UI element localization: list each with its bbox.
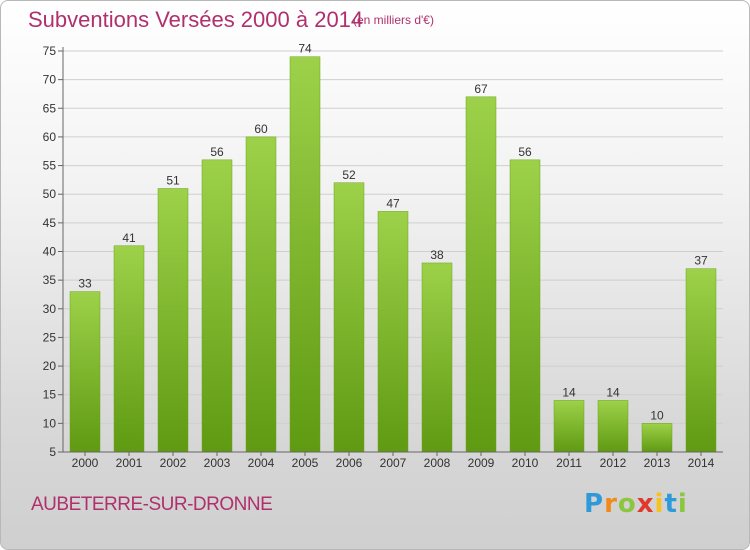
bar-value-label: 67 [474, 82, 488, 96]
logo-letter: o [617, 489, 637, 519]
y-tick-label: 40 [43, 245, 57, 259]
y-tick-label: 75 [43, 44, 57, 58]
bar-value-label: 41 [122, 231, 136, 245]
bar [465, 96, 497, 453]
y-tick-label: 70 [43, 73, 57, 87]
x-tick-label: 2005 [292, 456, 319, 470]
chart-title: Subventions Versées 2000 à 2014 [28, 7, 364, 32]
y-tick-label: 50 [43, 187, 57, 201]
proxiti-logo: Proxiti [584, 489, 688, 519]
bar [421, 262, 453, 453]
bar [685, 268, 717, 453]
bar-value-label: 14 [606, 385, 620, 399]
bar-value-label: 37 [694, 254, 708, 268]
x-tick-label: 2002 [160, 456, 187, 470]
bar [641, 423, 673, 453]
bar [289, 56, 321, 453]
logo-letter: P [584, 489, 605, 519]
bar-value-label: 14 [562, 385, 576, 399]
bar [157, 188, 189, 453]
bar-value-label: 51 [166, 173, 180, 187]
y-tick-label: 35 [43, 273, 57, 287]
bar [113, 245, 145, 453]
x-tick-label: 2014 [688, 456, 715, 470]
bar [509, 159, 541, 453]
chart-subtitle: (en milliers d'€) [353, 13, 434, 27]
x-tick-label: 2012 [600, 456, 627, 470]
y-tick-label: 5 [49, 445, 56, 459]
y-tick-label: 65 [43, 101, 57, 115]
y-tick-label: 60 [43, 130, 57, 144]
bar [553, 400, 585, 453]
x-tick-label: 2010 [512, 456, 539, 470]
bar-value-label: 60 [254, 122, 268, 136]
logo-letter: i [654, 489, 665, 519]
bar [597, 400, 629, 453]
bar-value-label: 56 [518, 145, 532, 159]
commune-name: AUBETERRE-SUR-DRONNE [31, 494, 273, 515]
x-tick-label: 2011 [556, 456, 582, 470]
logo-letter: r [604, 489, 618, 519]
y-tick-label: 25 [43, 330, 57, 344]
y-tick-label: 15 [43, 388, 57, 402]
bar-value-label: 74 [298, 42, 312, 56]
y-tick-label: 30 [43, 302, 57, 316]
y-tick-label: 55 [43, 159, 57, 173]
x-tick-label: 2006 [336, 456, 363, 470]
x-tick-label: 2008 [424, 456, 451, 470]
x-tick-label: 2009 [468, 456, 495, 470]
y-tick-label: 20 [43, 359, 57, 373]
bar-value-label: 56 [210, 145, 224, 159]
y-tick-label: 45 [43, 216, 57, 230]
x-tick-label: 2000 [72, 456, 99, 470]
x-tick-label: 2004 [248, 456, 275, 470]
bar-value-label: 10 [650, 408, 664, 422]
logo-letter: t [664, 489, 678, 519]
bar [201, 159, 233, 453]
bar-value-label: 47 [386, 196, 400, 210]
logo-letter: i [677, 489, 688, 519]
x-tick-label: 2001 [116, 456, 143, 470]
logo-letter: x [636, 489, 655, 519]
bar [69, 291, 101, 453]
bar-value-label: 33 [78, 277, 92, 291]
y-tick-label: 10 [43, 416, 57, 430]
bar-value-label: 52 [342, 168, 356, 182]
x-tick-label: 2013 [644, 456, 671, 470]
bar [245, 136, 277, 453]
bar [333, 182, 365, 453]
bar [377, 211, 409, 453]
bar-value-label: 38 [430, 248, 444, 262]
x-tick-label: 2007 [380, 456, 407, 470]
x-tick-label: 2003 [204, 456, 231, 470]
